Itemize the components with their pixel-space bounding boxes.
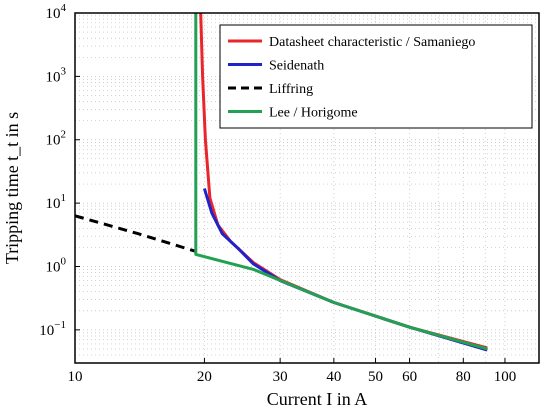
series-line-3 xyxy=(75,214,196,253)
x-axis-label: Current I in A xyxy=(267,389,368,409)
legend: Datasheet characteristic / Samaniego Seid… xyxy=(219,24,533,129)
y-tick-label: 100 xyxy=(46,255,67,275)
x-tick-label: 20 xyxy=(197,369,212,385)
plot-frame xyxy=(74,12,540,364)
x-tick-label: 100 xyxy=(494,369,517,385)
x-tick-label: 30 xyxy=(273,369,288,385)
x-tick-label: 50 xyxy=(368,369,383,385)
series-layer xyxy=(75,13,488,352)
legend-box xyxy=(219,24,533,129)
legend-label: Datasheet characteristic / Samaniego xyxy=(269,35,475,50)
y-tick-label: 104 xyxy=(46,2,67,22)
x-tick-label: 60 xyxy=(402,369,417,385)
x-axis-ticks: 10 20 30 40 50 60 80 100 xyxy=(68,358,517,385)
legend-label: Liffring xyxy=(269,82,313,97)
x-tick-label: 40 xyxy=(326,369,341,385)
y-axis-ticks: 10−1 100 101 102 103 104 xyxy=(39,2,80,339)
y-axis-label: Tripping time t_t in s xyxy=(2,112,22,264)
y-tick-label: 101 xyxy=(46,192,67,212)
y-tick-label: 10−1 xyxy=(39,319,66,339)
y-tick-label: 102 xyxy=(46,129,67,149)
x-tick-label: 10 xyxy=(68,369,83,385)
legend-label: Lee / Horigome xyxy=(269,106,358,121)
series-line-4 xyxy=(194,13,488,351)
y-tick-label: 103 xyxy=(46,65,67,85)
legend-label: Seidenath xyxy=(269,59,324,74)
x-tick-label: 80 xyxy=(456,369,471,385)
legend-items: Datasheet characteristic / Samaniego Seid… xyxy=(228,35,475,121)
